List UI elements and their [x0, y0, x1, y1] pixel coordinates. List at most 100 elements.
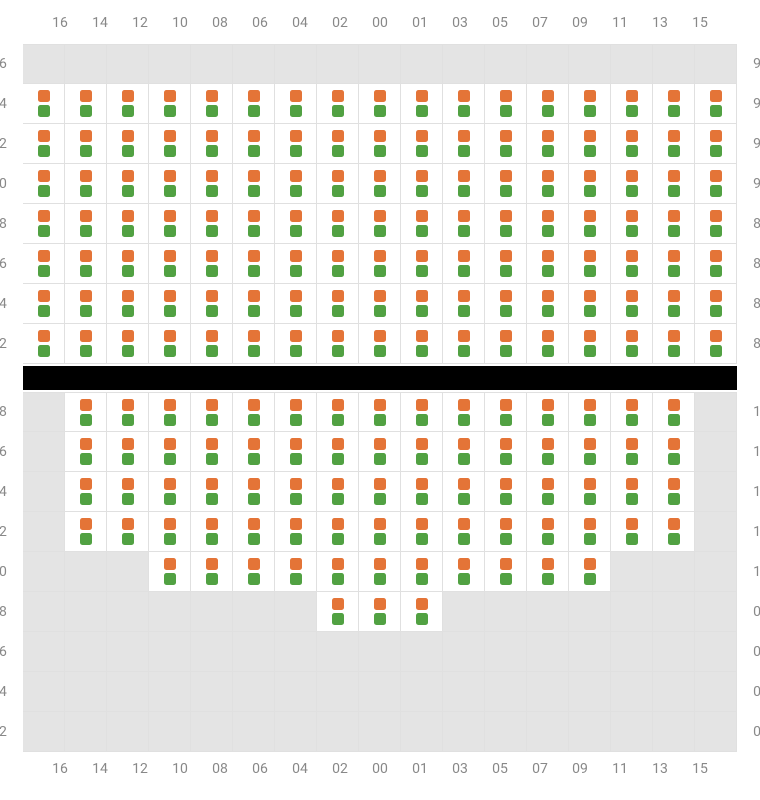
rack-slot-available[interactable] [569, 472, 611, 512]
rack-slot-available[interactable] [65, 84, 107, 124]
rack-slot-available[interactable] [107, 392, 149, 432]
rack-slot-available[interactable] [233, 552, 275, 592]
rack-slot-available[interactable] [653, 244, 695, 284]
rack-slot-available[interactable] [611, 432, 653, 472]
rack-slot-available[interactable] [317, 552, 359, 592]
rack-slot-available[interactable] [191, 84, 233, 124]
rack-slot-available[interactable] [191, 284, 233, 324]
rack-slot-available[interactable] [611, 164, 653, 204]
rack-slot-available[interactable] [401, 84, 443, 124]
rack-slot-available[interactable] [527, 84, 569, 124]
rack-slot-available[interactable] [149, 164, 191, 204]
rack-slot-available[interactable] [191, 164, 233, 204]
rack-slot-available[interactable] [569, 164, 611, 204]
rack-slot-available[interactable] [359, 84, 401, 124]
rack-slot-available[interactable] [443, 324, 485, 364]
rack-slot-available[interactable] [359, 472, 401, 512]
rack-slot-available[interactable] [653, 284, 695, 324]
rack-slot-available[interactable] [569, 84, 611, 124]
rack-slot-available[interactable] [443, 124, 485, 164]
rack-slot-available[interactable] [485, 324, 527, 364]
rack-slot-available[interactable] [653, 472, 695, 512]
rack-slot-available[interactable] [107, 244, 149, 284]
rack-slot-available[interactable] [485, 84, 527, 124]
rack-slot-available[interactable] [527, 324, 569, 364]
rack-slot-available[interactable] [191, 512, 233, 552]
rack-slot-available[interactable] [107, 512, 149, 552]
rack-slot-available[interactable] [569, 552, 611, 592]
rack-slot-available[interactable] [149, 204, 191, 244]
rack-slot-available[interactable] [359, 552, 401, 592]
rack-slot-available[interactable] [275, 432, 317, 472]
rack-slot-available[interactable] [401, 164, 443, 204]
rack-slot-available[interactable] [695, 84, 737, 124]
rack-slot-available[interactable] [653, 512, 695, 552]
rack-slot-available[interactable] [317, 512, 359, 552]
rack-slot-available[interactable] [611, 244, 653, 284]
rack-slot-available[interactable] [107, 324, 149, 364]
rack-slot-available[interactable] [65, 284, 107, 324]
rack-slot-available[interactable] [107, 204, 149, 244]
rack-slot-available[interactable] [443, 552, 485, 592]
rack-slot-available[interactable] [401, 124, 443, 164]
rack-slot-available[interactable] [653, 432, 695, 472]
rack-slot-available[interactable] [149, 244, 191, 284]
rack-slot-available[interactable] [695, 284, 737, 324]
rack-slot-available[interactable] [107, 472, 149, 512]
rack-slot-available[interactable] [611, 472, 653, 512]
rack-slot-available[interactable] [695, 204, 737, 244]
rack-slot-available[interactable] [233, 432, 275, 472]
rack-slot-available[interactable] [317, 392, 359, 432]
rack-slot-available[interactable] [149, 512, 191, 552]
rack-slot-available[interactable] [443, 204, 485, 244]
rack-slot-available[interactable] [65, 324, 107, 364]
rack-slot-available[interactable] [527, 392, 569, 432]
rack-slot-available[interactable] [191, 244, 233, 284]
rack-slot-available[interactable] [191, 552, 233, 592]
rack-slot-available[interactable] [611, 284, 653, 324]
rack-slot-available[interactable] [65, 204, 107, 244]
rack-slot-available[interactable] [149, 392, 191, 432]
rack-slot-available[interactable] [485, 432, 527, 472]
rack-slot-available[interactable] [443, 392, 485, 432]
rack-slot-available[interactable] [359, 432, 401, 472]
rack-slot-available[interactable] [359, 592, 401, 632]
rack-slot-available[interactable] [443, 244, 485, 284]
rack-slot-available[interactable] [359, 124, 401, 164]
rack-slot-available[interactable] [233, 164, 275, 204]
rack-slot-available[interactable] [317, 284, 359, 324]
rack-slot-available[interactable] [65, 124, 107, 164]
rack-slot-available[interactable] [275, 392, 317, 432]
rack-slot-available[interactable] [23, 84, 65, 124]
rack-slot-available[interactable] [527, 552, 569, 592]
rack-slot-available[interactable] [401, 472, 443, 512]
rack-slot-available[interactable] [107, 432, 149, 472]
rack-slot-available[interactable] [653, 204, 695, 244]
rack-slot-available[interactable] [317, 432, 359, 472]
rack-slot-available[interactable] [149, 552, 191, 592]
rack-slot-available[interactable] [23, 124, 65, 164]
rack-slot-available[interactable] [359, 284, 401, 324]
rack-slot-available[interactable] [149, 84, 191, 124]
rack-slot-available[interactable] [569, 244, 611, 284]
rack-slot-available[interactable] [569, 124, 611, 164]
rack-slot-available[interactable] [149, 324, 191, 364]
rack-slot-available[interactable] [653, 164, 695, 204]
rack-slot-available[interactable] [233, 204, 275, 244]
rack-slot-available[interactable] [401, 552, 443, 592]
rack-slot-available[interactable] [65, 512, 107, 552]
rack-slot-available[interactable] [485, 392, 527, 432]
rack-slot-available[interactable] [317, 204, 359, 244]
rack-slot-available[interactable] [569, 512, 611, 552]
rack-slot-available[interactable] [65, 392, 107, 432]
rack-slot-available[interactable] [107, 124, 149, 164]
rack-slot-available[interactable] [527, 284, 569, 324]
rack-slot-available[interactable] [569, 324, 611, 364]
rack-slot-available[interactable] [23, 244, 65, 284]
rack-slot-available[interactable] [485, 552, 527, 592]
rack-slot-available[interactable] [275, 84, 317, 124]
rack-slot-available[interactable] [65, 472, 107, 512]
rack-slot-available[interactable] [443, 164, 485, 204]
rack-slot-available[interactable] [443, 472, 485, 512]
rack-slot-available[interactable] [443, 512, 485, 552]
